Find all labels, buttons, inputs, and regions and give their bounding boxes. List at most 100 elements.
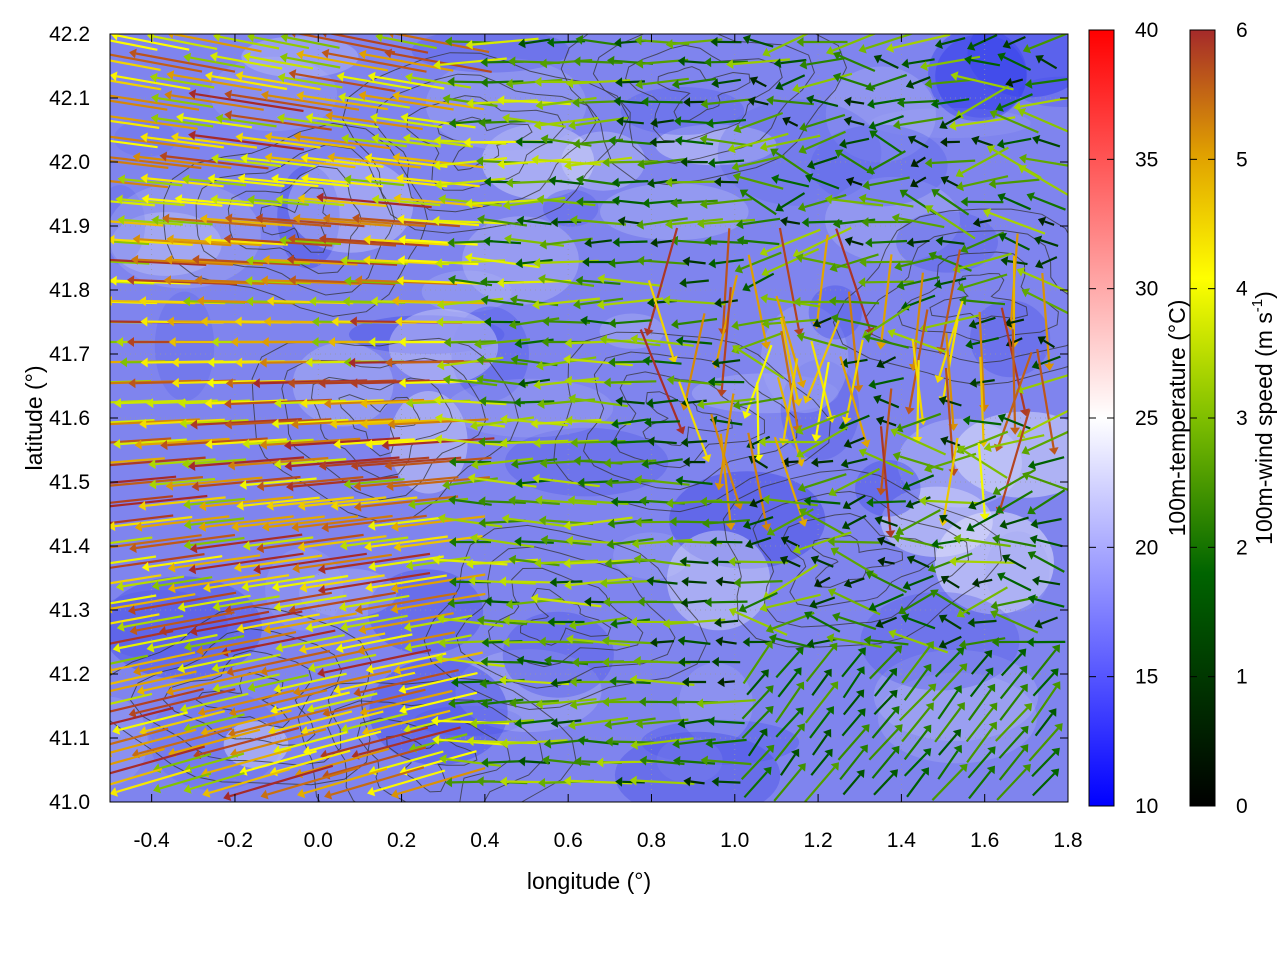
wind-vector-shaft [766,134,821,148]
wind-vector [535,495,597,506]
wind-vector-shaft [480,338,531,346]
wind-vector-shaft [267,94,360,111]
wind-vector [432,215,508,226]
wind-vector-shaft [557,719,582,724]
wind-vector-shaft [325,237,430,247]
wind-vector-head [241,581,250,592]
wind-vector-shaft [120,438,187,446]
wind-vector [726,58,790,69]
wind-vector-shaft [343,75,412,90]
wind-vector [114,398,187,409]
wind-vector [680,597,708,608]
wind-vector-head [938,395,947,406]
wind-vector [742,640,773,685]
wind-vector [603,458,657,469]
wind-vector-head [266,296,274,307]
wind-vector [131,254,234,266]
wind-vector-shaft [584,739,619,746]
wind-vector-shaft [247,157,316,168]
wind-vector-head [480,276,488,287]
wind-vector-shaft [110,258,207,266]
wind-vector-head [992,534,1000,544]
wind-vector [796,332,848,350]
wind-vector-head [706,118,714,129]
wind-vector [888,629,949,654]
wind-vector-head [734,264,744,274]
wind-vector-head [316,192,324,203]
wind-vector-shaft [755,79,767,88]
wind-vector [359,689,453,717]
wind-vector-head [639,755,647,766]
wind-vector-shaft [880,254,893,343]
wind-vector-head [810,555,820,565]
wind-vector [711,776,741,787]
wind-vector-shaft [739,396,784,407]
wind-vector [223,233,333,247]
wind-vector-head [906,237,914,248]
wind-vector [110,593,196,614]
wind-vector [480,77,524,88]
wind-vector-head [1029,534,1038,545]
wind-vector-shaft [133,279,238,286]
wind-vector-head [287,378,295,389]
wind-vector-shaft [1008,35,1026,46]
wind-vector-head [94,255,101,265]
wind-vector [901,613,936,630]
wind-vector [610,437,650,448]
wind-vector-head [958,639,967,650]
wind-vector-shaft [946,439,961,447]
wind-vector-shaft [788,120,799,127]
wind-vector-head [403,133,411,144]
wind-vector [747,728,768,757]
wind-vector [814,576,831,588]
wind-vector-head [798,508,808,517]
wind-vector [110,475,177,484]
wind-vector-shaft [1041,256,1058,266]
wind-vector-head [538,636,546,647]
wind-vector-shaft [753,458,769,469]
wind-vector [905,76,931,89]
wind-vector [681,576,707,587]
wind-vector [839,744,868,781]
wind-vector-shaft [788,460,799,464]
wind-vector [568,716,629,730]
wind-vector-shaft [477,457,534,466]
wind-vector-head [732,400,741,410]
wind-vector-shaft [681,139,714,146]
wind-vector-head [888,667,898,677]
wind-vector-head [1022,44,1032,54]
wind-vector-head [728,556,736,567]
wind-vector-head [539,458,548,469]
wind-vector-head [796,379,807,388]
wind-vector [321,48,427,73]
wind-vector [329,418,419,429]
wind-vector [827,588,881,616]
wind-vector [996,137,1032,149]
wind-vector-shaft [190,634,245,648]
wind-vector-shaft [273,496,354,507]
wind-vector-head [153,783,162,794]
wind-vector-head [971,135,980,146]
wind-vector-head [128,708,137,718]
wind-vector-head [647,178,655,189]
wind-vector-shaft [1036,517,1062,525]
wind-vector-head [675,336,684,346]
wind-vector-shaft [873,500,906,504]
wind-vector [704,597,748,608]
wind-vector [117,174,183,187]
wind-vector-shaft [120,399,187,405]
wind-vector [875,616,898,629]
wind-vector-head [803,395,813,404]
wind-vector-head [178,398,186,409]
wind-vector [810,555,834,568]
wind-vector-head [650,117,658,128]
wind-vector-head [223,791,232,801]
wind-vector-head [573,455,581,466]
wind-vector [662,618,726,629]
wind-vector-shaft [780,192,806,209]
wind-vector [288,234,397,247]
wind-vector [673,756,716,766]
wind-vector [902,574,934,591]
wind-vector [972,217,992,228]
wind-vector-head [759,141,768,152]
